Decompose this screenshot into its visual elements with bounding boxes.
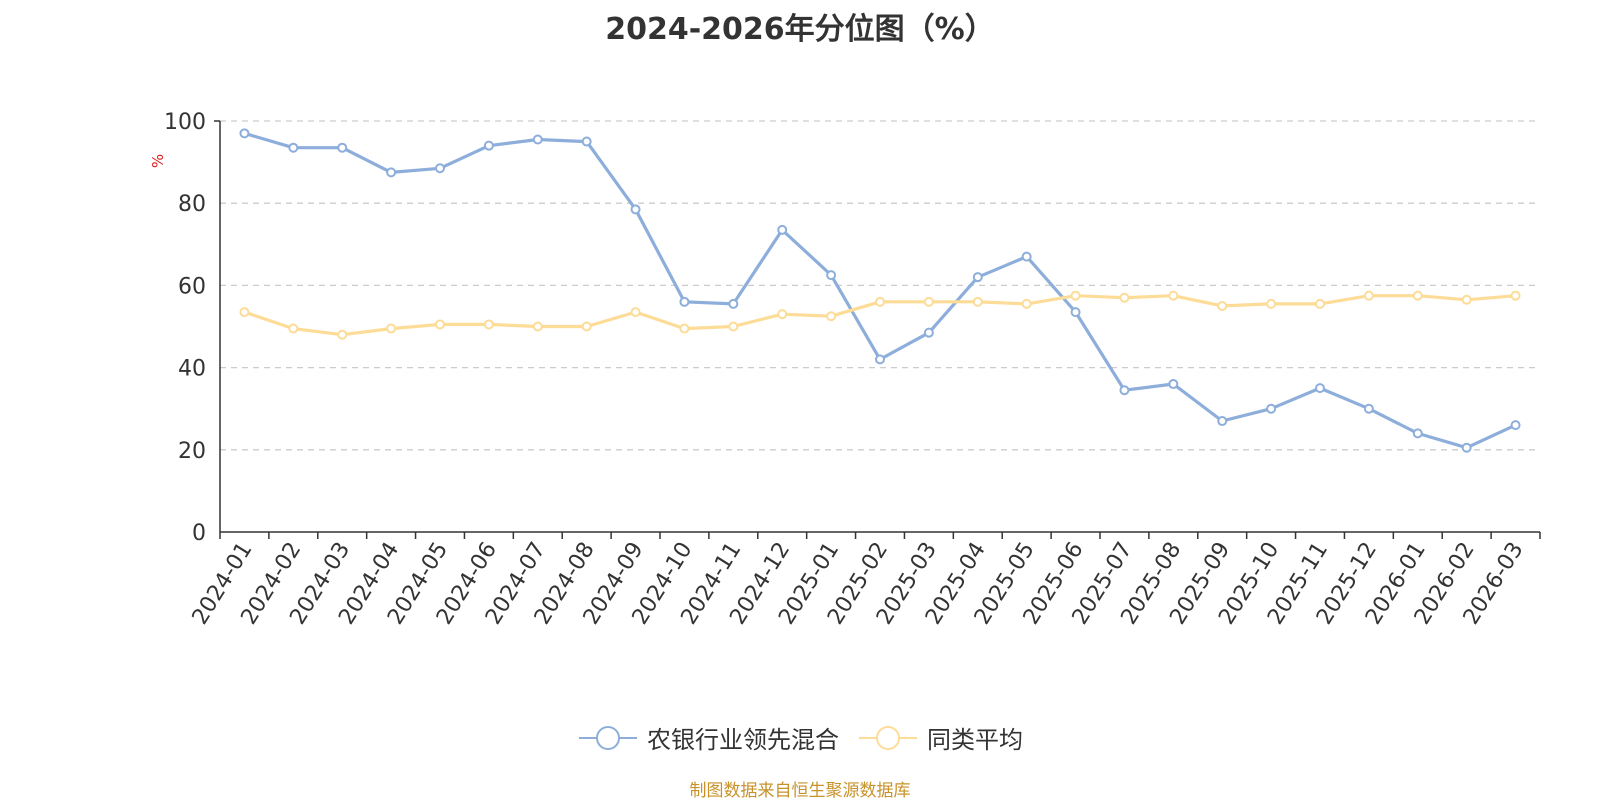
series-1-point-2025-09 bbox=[1217, 416, 1228, 427]
series-1-point-2025-05 bbox=[1021, 251, 1032, 262]
series-1-point-2024-02 bbox=[288, 142, 299, 153]
series-2-point-2024-04 bbox=[386, 323, 397, 334]
y-tick-label-0: 0 bbox=[192, 521, 206, 546]
legend: 农银行业领先混合 同类平均 bbox=[0, 720, 1600, 755]
line-chart: 020406080100%2024-012024-022024-032024-0… bbox=[149, 110, 1541, 629]
legend-label-series-1: 农银行业领先混合 bbox=[647, 726, 839, 754]
series-1-point-2024-07 bbox=[532, 134, 543, 145]
series-2-point-2026-03 bbox=[1510, 290, 1521, 301]
series-2-point-2025-07 bbox=[1119, 292, 1130, 303]
series-line-1 bbox=[242, 131, 1518, 450]
chart-title: 2024-2026年分位图（%） bbox=[605, 12, 995, 47]
legend-label-series-2: 同类平均 bbox=[927, 726, 1023, 754]
series-1-point-2025-11 bbox=[1315, 383, 1325, 394]
series-2-point-2024-10 bbox=[679, 323, 690, 334]
series-1-point-2025-12 bbox=[1363, 403, 1374, 414]
series-1-point-2024-04 bbox=[386, 167, 397, 178]
series-1-point-2024-10 bbox=[679, 296, 690, 307]
series-2-point-2025-11 bbox=[1315, 298, 1325, 309]
series-1-point-2024-11 bbox=[728, 298, 739, 309]
series-1-point-2024-05 bbox=[435, 163, 445, 174]
series-1-point-2024-08 bbox=[581, 136, 592, 147]
series-1-point-2026-03 bbox=[1510, 420, 1521, 431]
series-1-point-2026-01 bbox=[1412, 428, 1423, 439]
y-tick-label-80: 80 bbox=[178, 192, 206, 217]
series-1-point-2025-04 bbox=[972, 272, 983, 283]
series-1-point-2025-01 bbox=[826, 270, 837, 281]
y-tick-label-40: 40 bbox=[178, 357, 206, 382]
series-2-point-2025-08 bbox=[1168, 290, 1179, 301]
y-tick-label-60: 60 bbox=[178, 274, 206, 299]
series-2-point-2024-01 bbox=[239, 307, 250, 318]
series-1-point-2025-03 bbox=[923, 327, 934, 338]
data-source-note: 制图数据来自恒生聚源数据库 bbox=[689, 781, 911, 801]
series-2-point-2024-02 bbox=[288, 323, 299, 334]
series-2-point-2026-02 bbox=[1461, 294, 1472, 305]
series-1-point-2026-02 bbox=[1461, 442, 1472, 453]
series-2-point-2025-09 bbox=[1217, 300, 1228, 311]
y-axis-label: % bbox=[149, 154, 167, 168]
series-1-point-2025-02 bbox=[875, 354, 885, 365]
y-tick-label-20: 20 bbox=[178, 439, 206, 464]
series-2-point-2025-06 bbox=[1070, 290, 1081, 301]
legend-marker-series-2 bbox=[859, 725, 917, 750]
series-2-point-2024-08 bbox=[581, 321, 592, 332]
series-1-point-2024-03 bbox=[337, 142, 348, 153]
series-1-point-2025-06 bbox=[1070, 307, 1081, 318]
series-1-point-2025-08 bbox=[1168, 379, 1179, 390]
series-1-point-2024-01 bbox=[239, 128, 250, 139]
series-2-point-2025-04 bbox=[972, 296, 983, 307]
series-2-point-2024-06 bbox=[483, 319, 494, 330]
series-2-point-2024-11 bbox=[728, 321, 739, 332]
series-1-point-2024-09 bbox=[630, 204, 641, 215]
legend-marker-series-1 bbox=[579, 725, 637, 750]
legend-item-series-2[interactable]: 同类平均 bbox=[857, 720, 1023, 755]
series-1-point-2024-12 bbox=[777, 224, 788, 235]
series-1-point-2025-07 bbox=[1119, 385, 1130, 396]
series-2-point-2026-01 bbox=[1412, 290, 1423, 301]
series-2-point-2025-05 bbox=[1021, 298, 1032, 309]
series-2-point-2024-03 bbox=[337, 329, 348, 340]
series-2-point-2025-12 bbox=[1363, 290, 1374, 301]
series-2-point-2024-07 bbox=[532, 321, 543, 332]
series-2-point-2025-01 bbox=[826, 311, 837, 322]
series-2-point-2025-10 bbox=[1266, 298, 1277, 309]
series-2-point-2024-05 bbox=[435, 319, 445, 330]
y-tick-label-100: 100 bbox=[164, 110, 206, 135]
series-2-point-2025-02 bbox=[875, 296, 885, 307]
series-2-point-2025-03 bbox=[923, 296, 934, 307]
legend-item-series-1[interactable]: 农银行业领先混合 bbox=[577, 720, 839, 755]
series-1-point-2024-06 bbox=[483, 140, 494, 151]
series-1-point-2025-10 bbox=[1266, 403, 1277, 414]
series-2-point-2024-09 bbox=[630, 307, 641, 318]
series-2-point-2024-12 bbox=[777, 309, 788, 320]
